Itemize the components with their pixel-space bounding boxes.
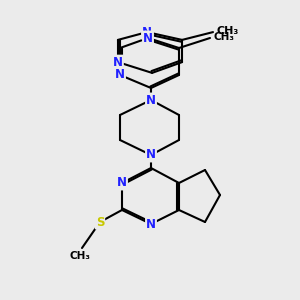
Text: N: N <box>146 94 156 106</box>
Text: N: N <box>117 176 127 190</box>
Text: N: N <box>146 218 156 230</box>
Text: N: N <box>143 32 153 44</box>
Text: CH₃: CH₃ <box>217 26 239 36</box>
Text: N: N <box>115 68 125 82</box>
Text: N: N <box>113 56 123 69</box>
Text: CH₃: CH₃ <box>70 251 91 261</box>
Text: N: N <box>142 26 152 39</box>
Text: CH₃: CH₃ <box>213 32 234 42</box>
Text: S: S <box>96 215 104 229</box>
Text: N: N <box>146 148 156 161</box>
